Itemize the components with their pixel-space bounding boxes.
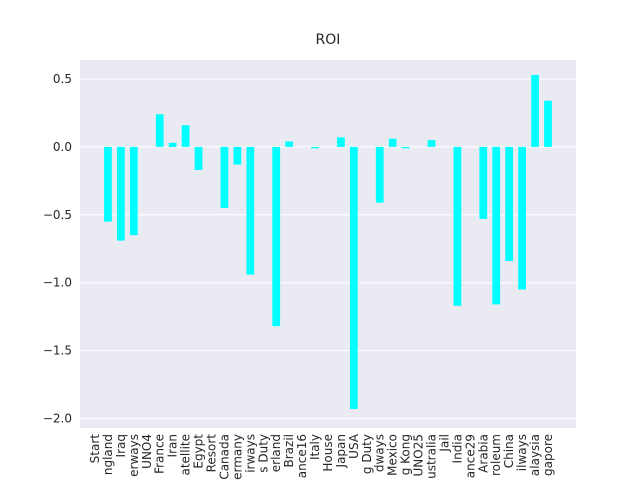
- y-tick-label: −1.5: [43, 344, 72, 358]
- bar: [117, 146, 125, 241]
- bar: [155, 114, 164, 147]
- x-tick-label: Canada: [217, 434, 231, 480]
- bar: [427, 140, 436, 147]
- y-tick-label: 0.0: [53, 140, 72, 154]
- x-tick-label: France: [153, 434, 167, 474]
- y-tick-label: −0.5: [43, 208, 72, 222]
- x-tick-label: UNO25: [412, 434, 426, 476]
- bar: [220, 146, 229, 209]
- x-tick-label: India: [450, 434, 464, 463]
- x-tick-label: ustralia: [425, 434, 439, 479]
- x-tick-label: alaysia: [528, 434, 542, 476]
- x-tick-label: Jail: [437, 434, 451, 453]
- bar: [168, 142, 177, 147]
- x-tick-label: Japan: [334, 434, 348, 468]
- x-tick-label: roleum: [489, 434, 503, 476]
- x-tick-label: Mexico: [386, 434, 400, 476]
- bar: [492, 146, 501, 305]
- bar: [375, 146, 384, 203]
- bar: [246, 146, 255, 275]
- x-tick-label: China: [502, 434, 516, 468]
- x-tick-label: Iran: [166, 434, 180, 457]
- x-tick-label: UNO4: [140, 434, 154, 469]
- y-tick-label: 0.5: [53, 72, 72, 86]
- x-tick-label: Brazil: [282, 434, 296, 468]
- x-tick-label: ngland: [101, 434, 115, 475]
- bar: [272, 146, 281, 327]
- bar: [104, 146, 112, 222]
- bar: [388, 138, 397, 147]
- bar: [349, 146, 358, 409]
- bar: [311, 146, 319, 149]
- x-tick-label: House: [321, 434, 335, 472]
- bar: [129, 146, 138, 236]
- bar: [505, 146, 514, 261]
- bar: [518, 146, 526, 290]
- plot-area: [80, 60, 576, 428]
- bar: [194, 146, 203, 170]
- bar: [453, 146, 462, 306]
- bar: [544, 100, 552, 147]
- bar: [401, 146, 410, 149]
- x-tick-label: ance16: [295, 434, 309, 478]
- x-tick-label: dways: [373, 434, 387, 472]
- bar: [233, 146, 242, 165]
- x-tick-label: Italy: [308, 434, 322, 460]
- x-tick-label: atellite: [179, 434, 193, 476]
- bar: [285, 141, 294, 147]
- x-tick-label: Resort: [204, 434, 218, 473]
- bar: [531, 74, 539, 147]
- y-tick-label: −1.0: [43, 276, 72, 290]
- x-tick-label: irways: [243, 434, 257, 473]
- x-tick-label: USA: [347, 433, 361, 459]
- x-tick-label: s Duty: [256, 434, 270, 473]
- x-tick-label: ilways: [515, 434, 529, 471]
- bar: [479, 146, 488, 219]
- x-tick-label: Egypt: [192, 434, 206, 469]
- bar: [337, 137, 345, 147]
- x-tick-label: Start: [88, 434, 102, 464]
- x-tick-label: Arabia: [476, 434, 490, 473]
- x-tick-label: g Kong: [399, 434, 413, 475]
- x-tick-label: ermany: [230, 434, 244, 480]
- x-tick-label: gapore: [541, 434, 555, 476]
- x-tick-label: erways: [127, 434, 141, 477]
- bar: [181, 125, 190, 147]
- x-tick-label: ance29: [463, 434, 477, 478]
- y-tick-label: −2.0: [43, 411, 72, 425]
- x-tick-label: g Duty: [360, 434, 374, 474]
- x-tick-label: erland: [269, 434, 283, 472]
- chart-title: ROI: [316, 32, 341, 48]
- x-tick-label: Iraq: [114, 434, 128, 457]
